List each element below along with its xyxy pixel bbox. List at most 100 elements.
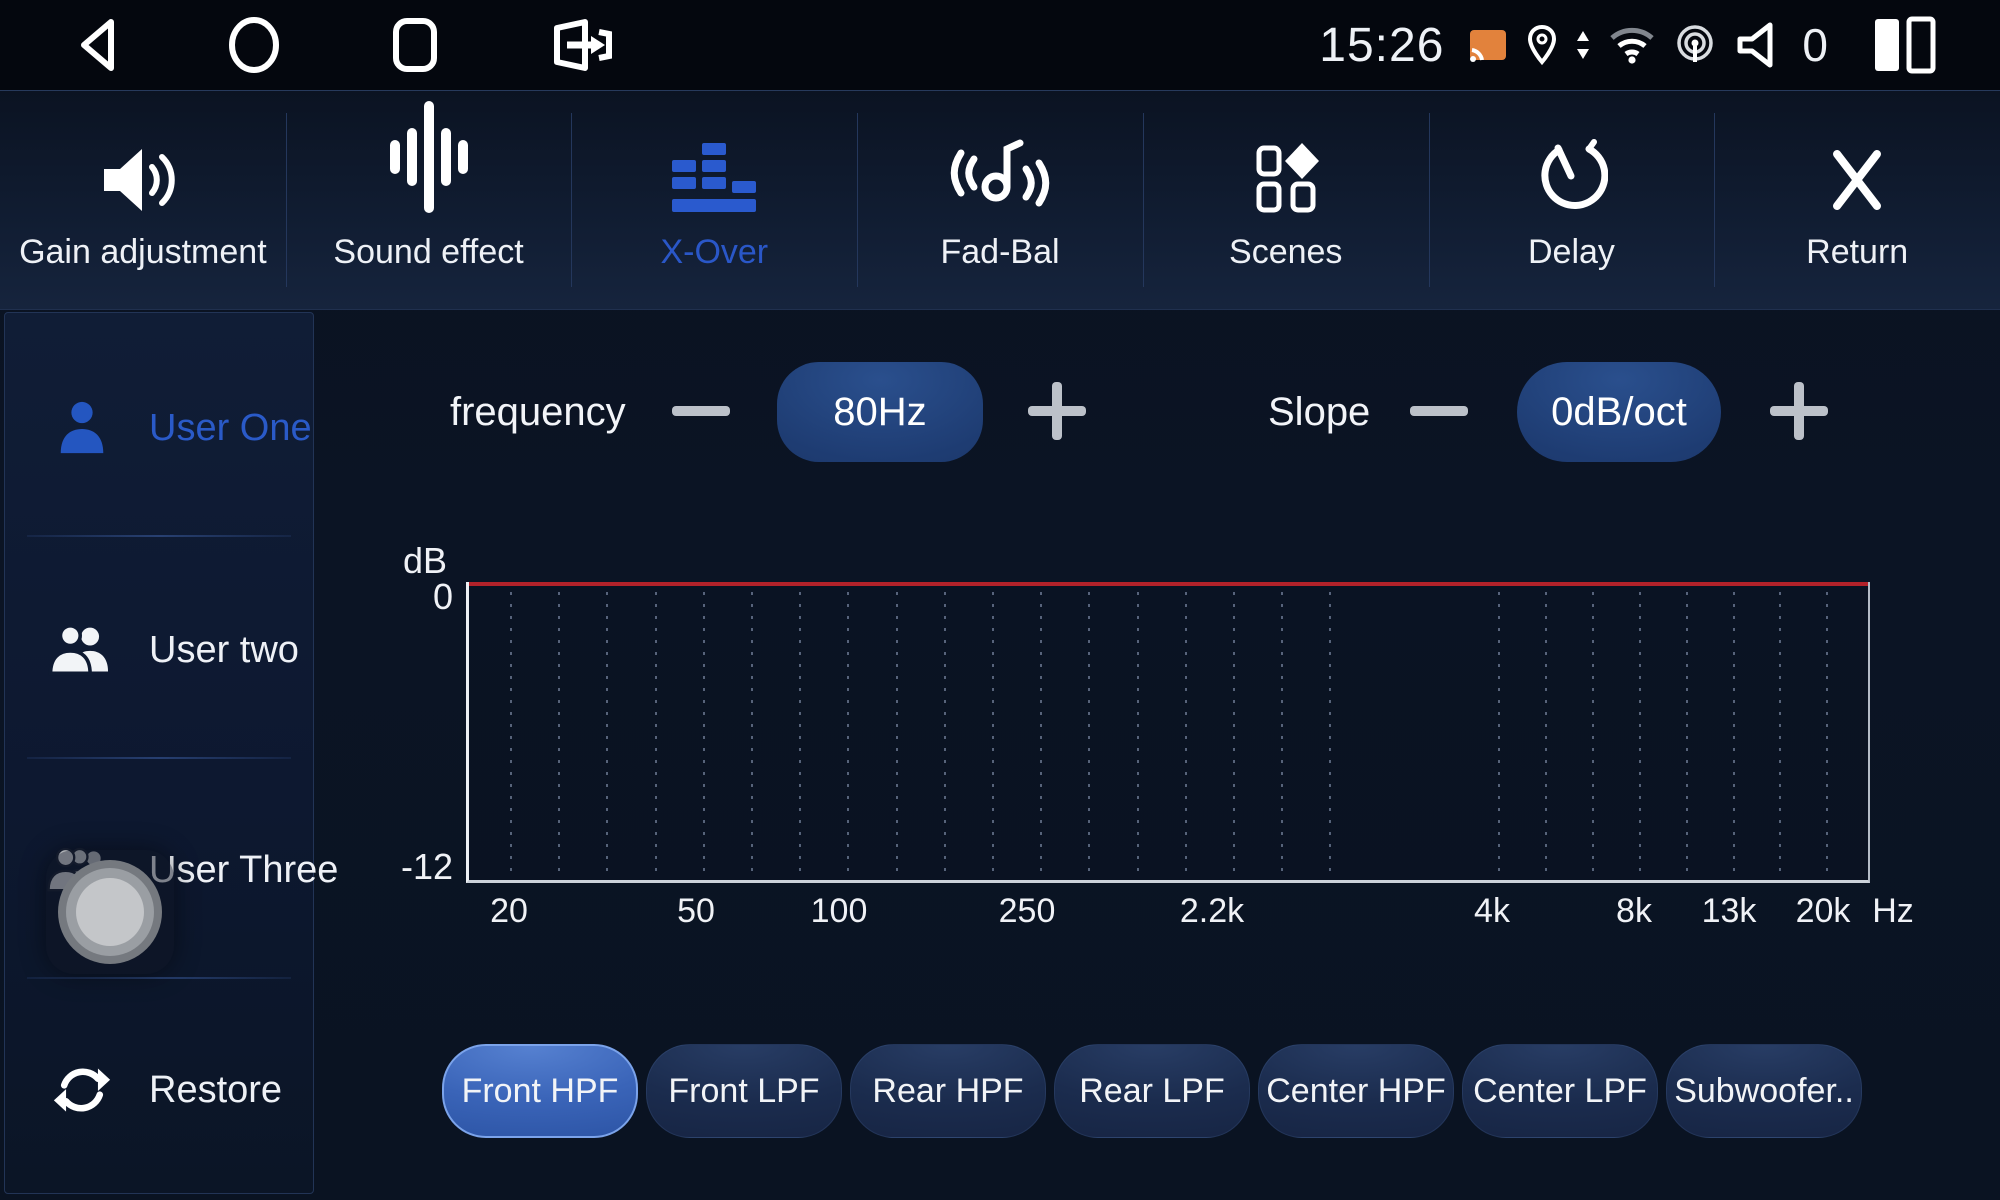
status-bar: 15:26: [0, 0, 2000, 90]
tab-label: Sound effect: [333, 232, 524, 271]
equalizer-bars-icon: [389, 100, 468, 213]
timer-icon: [1534, 129, 1609, 213]
wifi-icon: [1608, 26, 1656, 64]
sidebar-item-restore[interactable]: Restore: [5, 1025, 313, 1155]
tab-label: Fad-Bal: [940, 232, 1060, 271]
volume-level: 0: [1802, 19, 1828, 71]
x-tick-label: 2.2k: [1179, 892, 1245, 930]
grid-line: [1040, 592, 1042, 878]
tab-fad-bal[interactable]: Fad-Bal: [857, 91, 1143, 309]
tab-label: Delay: [1527, 232, 1615, 271]
music-note-waves-icon: [950, 129, 1050, 213]
grid-line: [1498, 592, 1500, 878]
filter-button-rear-hpf[interactable]: Rear HPF: [850, 1044, 1046, 1138]
grid-line: [1233, 592, 1235, 878]
x-axis-labels: 20 50 100 250 2.2k 4k 8k 13k 20k Hz: [0, 892, 2000, 936]
sidebar-item-label: User One: [149, 406, 312, 449]
scenes-grid-icon: [1251, 129, 1321, 213]
grid-line: [655, 592, 657, 878]
filter-button-front-lpf[interactable]: Front LPF: [646, 1044, 842, 1138]
filter-button-rear-lpf[interactable]: Rear LPF: [1054, 1044, 1250, 1138]
slope-label: Slope: [1268, 390, 1371, 434]
grid-line: [1639, 592, 1641, 878]
floating-assistive-ball[interactable]: [46, 850, 174, 974]
y-tick-label: -12: [400, 846, 453, 887]
tab-label: Gain adjustment: [19, 232, 267, 271]
crossover-steps-icon: [671, 129, 757, 213]
frequency-minus-button[interactable]: [672, 406, 730, 416]
tab-sound-effect[interactable]: Sound effect: [285, 91, 572, 309]
location-icon: [1526, 24, 1558, 66]
x-tick-label: 20: [490, 892, 528, 930]
tab-return[interactable]: Return: [1714, 91, 2000, 309]
sidebar-divider: [27, 757, 291, 759]
slope-minus-button[interactable]: [1410, 406, 1468, 416]
x-tick-label: 100: [810, 892, 868, 930]
y-axis-unit: dB: [403, 540, 448, 581]
grid-line: [606, 592, 608, 878]
y-tick-label: 0: [432, 576, 453, 617]
user-two-icon: [47, 621, 117, 679]
x-tick-label: 8k: [1616, 892, 1652, 930]
tab-scenes[interactable]: Scenes: [1142, 91, 1429, 309]
grid-line: [944, 592, 946, 878]
slope-plus-button[interactable]: [1770, 382, 1828, 440]
grid-line: [847, 592, 849, 878]
filter-button-center-lpf[interactable]: Center LPF: [1462, 1044, 1658, 1138]
filter-button-front-hpf[interactable]: Front HPF: [442, 1044, 638, 1138]
ball-center: [76, 878, 144, 946]
chart-plot: [466, 582, 1870, 883]
restore-icon: [47, 1060, 117, 1120]
grid-line: [1545, 592, 1547, 878]
speaker-icon: [102, 129, 184, 213]
frequency-label: frequency: [450, 390, 626, 434]
sidebar-item-label: User two: [149, 628, 299, 671]
home-icon[interactable]: [225, 16, 283, 74]
frequency-plus-button[interactable]: [1028, 382, 1086, 440]
grid-line: [558, 592, 560, 878]
data-arrows-icon: [1576, 29, 1590, 61]
sidebar-item-user-two[interactable]: User two: [5, 585, 313, 715]
sidebar-item-user-one[interactable]: User One: [5, 363, 313, 493]
grid-line: [1281, 592, 1283, 878]
sidebar-item-label: User Three: [149, 848, 339, 891]
x-tick-label: 50: [677, 892, 715, 930]
user-sidebar: User One User two: [4, 312, 338, 1194]
grid-line: [1826, 592, 1828, 878]
response-curve: [469, 582, 1868, 586]
user-one-icon: [47, 399, 117, 457]
filter-button-center-hpf[interactable]: Center HPF: [1258, 1044, 1454, 1138]
filter-button-subwoofer[interactable]: Subwoofer..: [1666, 1044, 1862, 1138]
tab-label: Return: [1806, 232, 1909, 271]
frequency-value[interactable]: 80Hz: [777, 362, 983, 462]
tab-gain-adjustment[interactable]: Gain adjustment: [0, 91, 286, 309]
exit-app-icon[interactable]: [547, 16, 617, 74]
grid-line: [1779, 592, 1781, 878]
grid-line: [896, 592, 898, 878]
sidebar-divider: [27, 535, 291, 537]
grid-line: [1137, 592, 1139, 878]
grid-line: [1185, 592, 1187, 878]
grid-line: [703, 592, 705, 878]
grid-line: [751, 592, 753, 878]
recents-icon[interactable]: [387, 16, 443, 74]
status-indicators: 15:26: [1319, 16, 1936, 74]
tab-delay[interactable]: Delay: [1428, 91, 1715, 309]
hotspot-icon: [1674, 24, 1716, 66]
nav-buttons: [75, 16, 617, 74]
speaker-icon[interactable]: [1734, 22, 1782, 68]
tab-bar: Gain adjustment Sound effect: [0, 90, 2000, 310]
grid-line: [510, 592, 512, 878]
dual-zone-icon[interactable]: [1872, 16, 1936, 74]
tab-x-over[interactable]: X-Over: [571, 91, 857, 309]
sidebar-item-label: Restore: [149, 1068, 283, 1111]
x-tick-label: 250: [998, 892, 1056, 930]
tab-label: Scenes: [1229, 232, 1343, 271]
x-tick-label: 13k: [1701, 892, 1757, 930]
grid-line: [1592, 592, 1594, 878]
back-icon[interactable]: [75, 16, 121, 74]
filter-button-row: Front HPF Front LPF Rear HPF Rear LPF Ce…: [442, 1044, 1862, 1138]
grid-line: [1686, 592, 1688, 878]
grid-line: [1329, 592, 1331, 878]
slope-value[interactable]: 0dB/oct: [1517, 362, 1721, 462]
